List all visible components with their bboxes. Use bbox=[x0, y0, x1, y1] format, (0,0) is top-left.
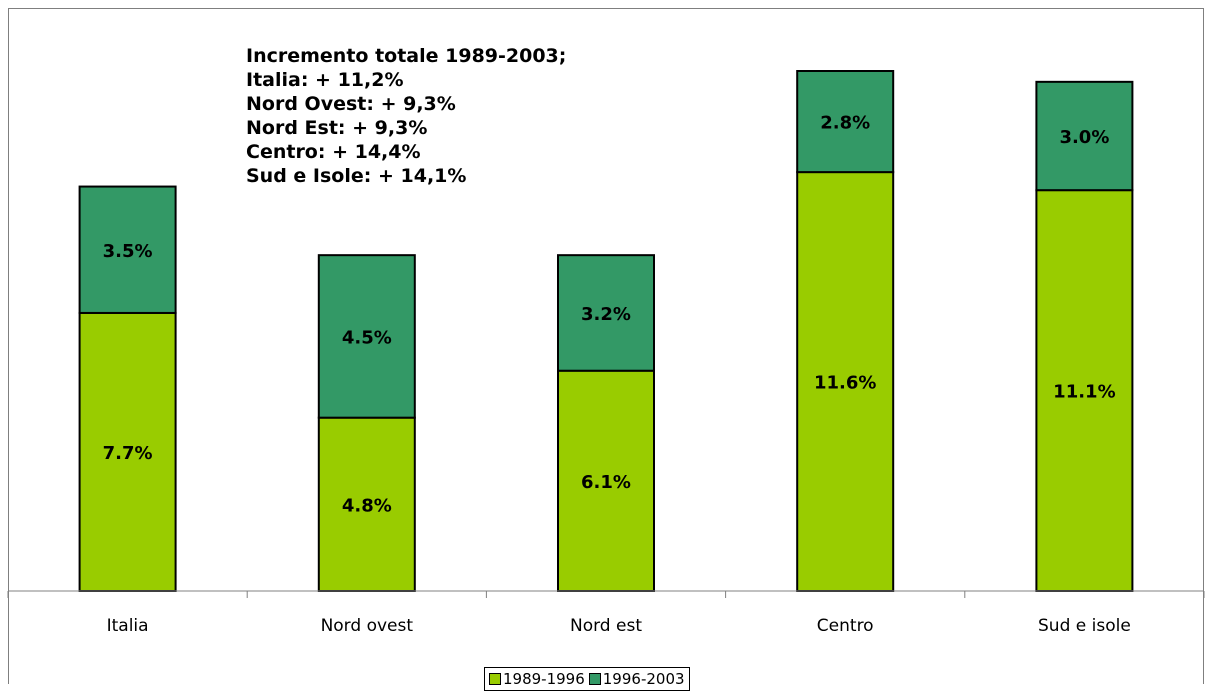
legend: 1989-1996 1996-2003 bbox=[484, 667, 690, 691]
bar-value-labels: 7.7% 3.5% 4.8% 4.5% 6.1% 3.2% 11.6% 2.8% 11.1% 3.… bbox=[103, 113, 1116, 517]
x-tick-label: Italia bbox=[107, 616, 149, 636]
bar-value-label: 4.8% bbox=[342, 495, 392, 516]
legend-item-1989-1996: 1989-1996 bbox=[489, 670, 585, 688]
bar-segment-1996-2003 bbox=[796, 70, 895, 174]
annotation-line: Nord Ovest: + 9,3% bbox=[246, 93, 456, 115]
total-increase-annotation: Incremento totale 1989-2003; Italia: + 1… bbox=[246, 44, 566, 188]
legend-swatch bbox=[588, 673, 601, 685]
bar-value-label: 7.7% bbox=[103, 443, 153, 464]
legend-label: 1996-2003 bbox=[602, 670, 685, 688]
legend-swatch bbox=[489, 673, 501, 685]
bar-segment-1996-2003 bbox=[1035, 80, 1134, 192]
bar-value-label: 4.5% bbox=[342, 327, 392, 348]
bar-value-label: 11.6% bbox=[814, 373, 876, 394]
bar-value-label: 3.0% bbox=[1059, 127, 1109, 148]
x-tick-label: Centro bbox=[817, 616, 874, 636]
bar-segment-1989-1996 bbox=[557, 369, 655, 592]
x-tick-label: Nord ovest bbox=[321, 616, 414, 636]
bars-layer bbox=[78, 70, 1134, 593]
bar-segment-1996-2003 bbox=[317, 254, 416, 419]
bar-value-label: 6.1% bbox=[581, 472, 631, 493]
annotation-line: Centro: + 14,4% bbox=[246, 141, 421, 163]
x-tick-label: Nord est bbox=[570, 616, 642, 636]
annotation-line: Incremento totale 1989-2003; bbox=[246, 45, 567, 67]
bar-segment-1996-2003 bbox=[78, 185, 177, 314]
legend-item-1996-2003: 1996-2003 bbox=[588, 670, 685, 688]
bar-value-label: 11.1% bbox=[1053, 382, 1115, 403]
annotation-line: Italia: + 11,2% bbox=[246, 69, 404, 91]
annotation-line: Sud e Isole: + 14,1% bbox=[246, 165, 467, 187]
bar-segment-1989-1996 bbox=[796, 171, 895, 592]
bar-segment-1996-2003 bbox=[557, 254, 655, 372]
bar-value-label: 2.8% bbox=[820, 113, 870, 134]
x-tick-label: Sud e isole bbox=[1038, 616, 1131, 636]
legend-label: 1989-1996 bbox=[503, 670, 585, 688]
bar-value-label: 3.2% bbox=[581, 304, 631, 325]
bar-segment-1989-1996 bbox=[1035, 189, 1134, 593]
x-axis: Italia Nord ovest Nord est Centro Sud e isol… bbox=[7, 590, 1205, 636]
bar-value-label: 3.5% bbox=[103, 241, 153, 262]
annotation-line: Nord Est: + 9,3% bbox=[246, 117, 428, 139]
bar-segment-1989-1996 bbox=[78, 311, 177, 592]
